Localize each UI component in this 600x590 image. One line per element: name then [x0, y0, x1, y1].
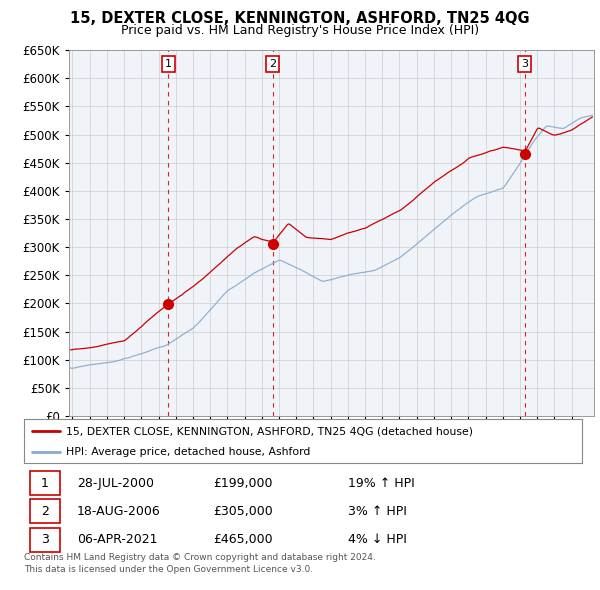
Text: £465,000: £465,000 [214, 533, 274, 546]
FancyBboxPatch shape [29, 500, 60, 523]
Text: Price paid vs. HM Land Registry's House Price Index (HPI): Price paid vs. HM Land Registry's House … [121, 24, 479, 37]
Text: 15, DEXTER CLOSE, KENNINGTON, ASHFORD, TN25 4QG: 15, DEXTER CLOSE, KENNINGTON, ASHFORD, T… [70, 11, 530, 25]
FancyBboxPatch shape [29, 527, 60, 552]
Text: £305,000: £305,000 [214, 505, 274, 518]
Text: Contains HM Land Registry data © Crown copyright and database right 2024.
This d: Contains HM Land Registry data © Crown c… [24, 553, 376, 574]
Text: 19% ↑ HPI: 19% ↑ HPI [347, 477, 415, 490]
Text: 4% ↓ HPI: 4% ↓ HPI [347, 533, 407, 546]
FancyBboxPatch shape [29, 471, 60, 495]
Text: £199,000: £199,000 [214, 477, 273, 490]
Text: 3: 3 [521, 59, 528, 69]
Text: 18-AUG-2006: 18-AUG-2006 [77, 505, 161, 518]
Text: 3% ↑ HPI: 3% ↑ HPI [347, 505, 407, 518]
Text: HPI: Average price, detached house, Ashford: HPI: Average price, detached house, Ashf… [66, 447, 310, 457]
Text: 2: 2 [41, 505, 49, 518]
Text: 06-APR-2021: 06-APR-2021 [77, 533, 158, 546]
Text: 15, DEXTER CLOSE, KENNINGTON, ASHFORD, TN25 4QG (detached house): 15, DEXTER CLOSE, KENNINGTON, ASHFORD, T… [66, 427, 473, 436]
Text: 1: 1 [41, 477, 49, 490]
Text: 2: 2 [269, 59, 276, 69]
Text: 28-JUL-2000: 28-JUL-2000 [77, 477, 154, 490]
Text: 3: 3 [41, 533, 49, 546]
Text: 1: 1 [165, 59, 172, 69]
